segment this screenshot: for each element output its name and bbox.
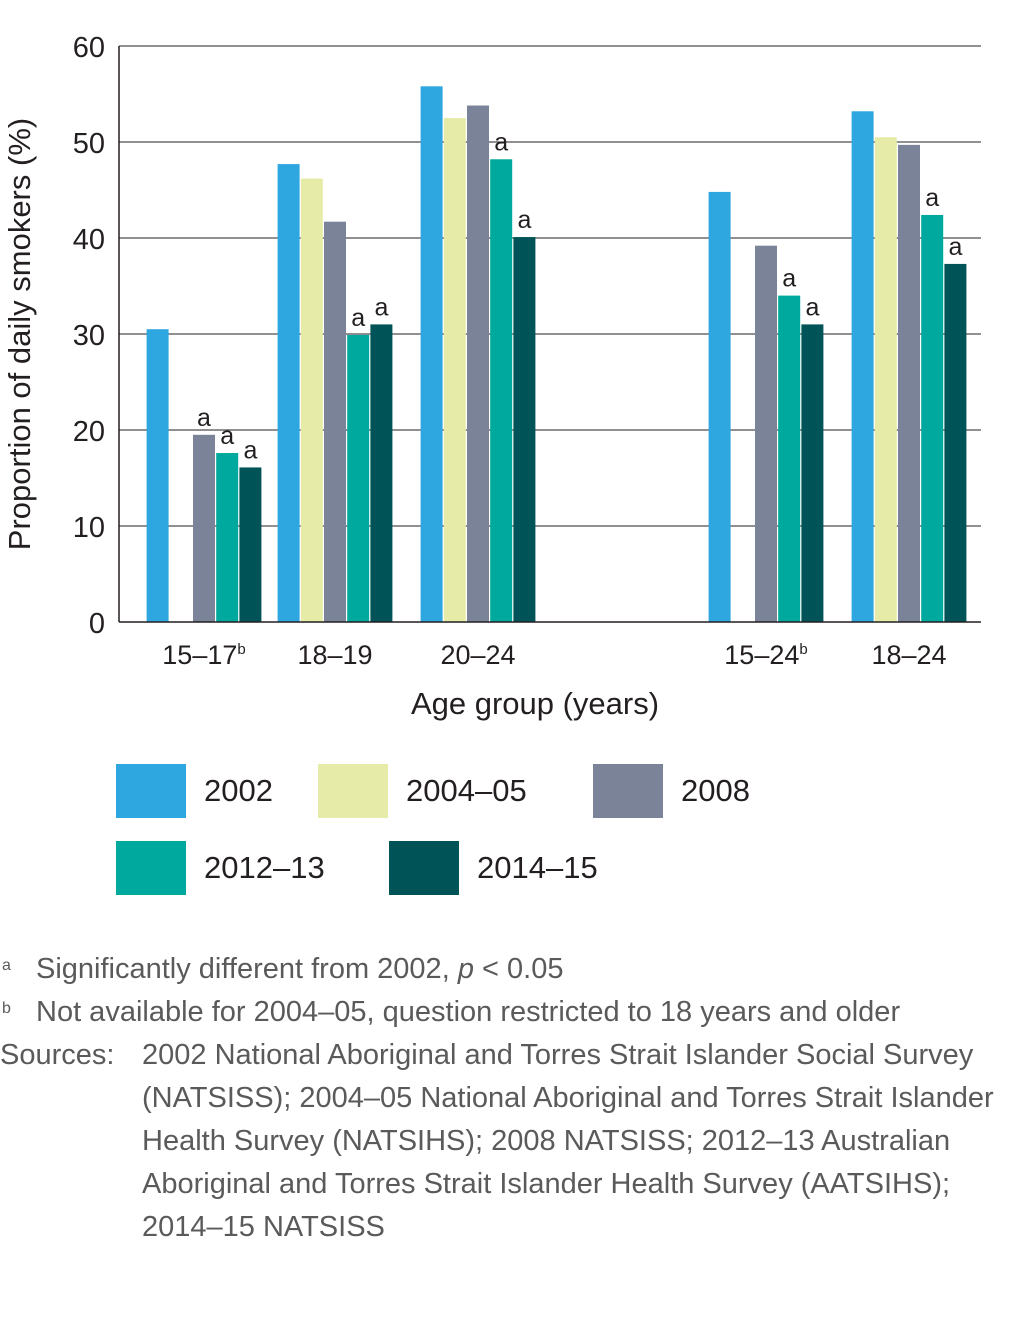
sources: Sources: 2002 National Aboriginal and To… [0, 1034, 1028, 1249]
y-axis-ticks: 0 10 20 30 40 50 60 [73, 32, 105, 640]
x-tick-label-20–24: 20–24 [440, 640, 515, 670]
bar-18–19-2012–13 [347, 334, 370, 622]
x-tick-label-15–24: 15–24b [724, 640, 807, 670]
y-tick-label-60: 60 [73, 32, 105, 64]
bar-15–17-2014–15 [239, 467, 262, 622]
footnote-b-mark: b [2, 1000, 11, 1017]
bar-15–17-2008 [193, 434, 215, 622]
bar-18–24-2004–05 [874, 137, 897, 622]
bar-18–24-2008 [898, 144, 920, 622]
x-axis-title: Age group (years) [411, 686, 659, 721]
flag-18–19-2014–15: a [374, 293, 388, 321]
bar-18–19-2008 [324, 221, 346, 622]
x-tick-sup-15–17: b [237, 641, 245, 658]
x-tick-sup-15–24: b [799, 641, 807, 658]
flag-18–19-2012–13: a [351, 304, 365, 332]
bar-18–24-2012–13 [921, 214, 944, 622]
footnote-a: a Significantly different from 2002, p <… [0, 948, 1028, 991]
bar-15–24-2012–13 [778, 295, 801, 622]
bar-20–24-2014–15 [513, 237, 536, 623]
bar-18–24-2014–15 [944, 263, 967, 622]
flag-15–24-2014–15: a [805, 293, 819, 321]
x-tick-label-15–17: 15–17b [162, 640, 245, 670]
bar-18–19-2004–05 [300, 178, 323, 623]
footnotes: a Significantly different from 2002, p <… [0, 948, 1028, 1249]
bars [146, 86, 967, 623]
y-tick-label-10: 10 [73, 512, 105, 544]
y-tick-label-0: 0 [89, 608, 105, 640]
bar-18–19-2002 [277, 164, 300, 622]
flag-18–24-2012–13: a [925, 184, 939, 212]
gridlines [119, 45, 981, 527]
footnote-a-text: Significantly different from 2002, [36, 953, 458, 985]
y-tick-label-50: 50 [73, 128, 105, 160]
flag-15–17-2012–13: a [220, 422, 234, 450]
x-tick-label-18–24: 18–24 [871, 640, 946, 670]
footnote-a-mark: a [2, 957, 11, 974]
y-tick-label-30: 30 [73, 320, 105, 352]
y-tick-label-20: 20 [73, 416, 105, 448]
sources-label: Sources: [0, 1039, 115, 1071]
x-axis-ticks: 15–17b 18–19 20–24 15–24b 18–24 [162, 640, 946, 670]
bar-15–17-2012–13 [216, 453, 239, 622]
bar-18–24-2002 [851, 111, 874, 622]
bar-20–24-2012–13 [490, 159, 513, 622]
bar-15–24-2008 [755, 245, 777, 622]
sources-text: 2002 National Aboriginal and Torres Stra… [142, 1039, 994, 1243]
x-tick-label-18–19: 18–19 [297, 640, 372, 670]
bar-20–24-2002 [420, 86, 443, 622]
bar-18–19-2014–15 [370, 324, 393, 622]
bar-15–24-2014–15 [801, 324, 824, 622]
bar-20–24-2008 [467, 105, 489, 622]
footnote-b: b Not available for 2004–05, question re… [0, 991, 1028, 1034]
flag-15–17-2014–15: a [243, 436, 257, 464]
flag-20–24-2014–15: a [517, 206, 531, 234]
flag-15–17-2008: a [197, 404, 211, 432]
footnote-b-text: Not available for 2004–05, question rest… [36, 996, 901, 1028]
flag-20–24-2012–13: a [494, 128, 508, 156]
footnote-a-p: p [457, 953, 474, 985]
bar-20–24-2004–05 [443, 118, 466, 622]
flag-18–24-2014–15: a [948, 233, 962, 261]
flag-15–24-2012–13: a [782, 265, 796, 293]
bar-15–17-2002 [146, 329, 169, 622]
y-axis-title: Proportion of daily smokers (%) [2, 118, 37, 550]
footnote-a-threshold: < 0.05 [473, 953, 564, 985]
y-tick-label-40: 40 [73, 224, 105, 256]
bar-15–24-2002 [708, 191, 731, 623]
